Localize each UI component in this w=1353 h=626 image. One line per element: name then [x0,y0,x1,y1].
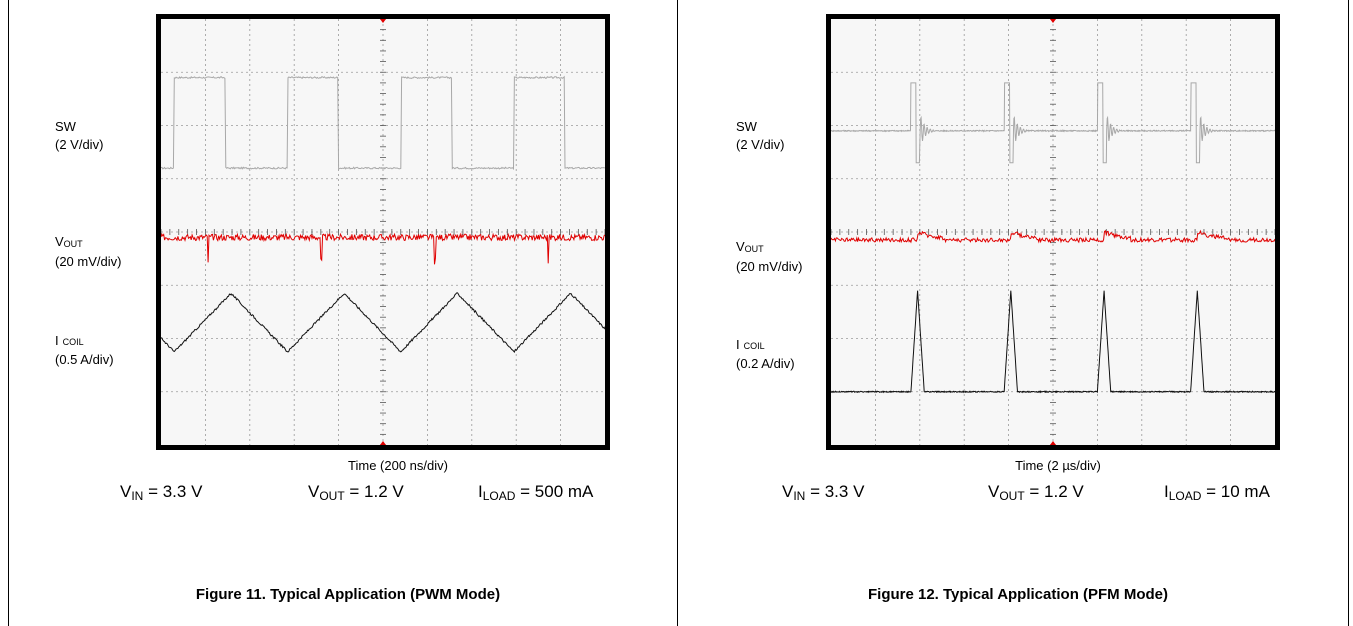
fig11-time-axis: Time (200 ns/div) [348,458,448,473]
panel-divider [677,0,678,626]
fig11-cond-vout: VOUT = 1.2 V [308,482,404,503]
figure-12-scope [826,14,1280,450]
figure-12-panel: SW (2 V/div) VOUT (20 mV/div) I COIL (0.2… [678,0,1348,626]
figure-12-title: Figure 12. Typical Application (PFM Mode… [867,586,1169,603]
fig12-cond-iload: ILOAD = 10 mA [1164,482,1270,503]
fig12-vout-label: VOUT (20 mV/div) [736,239,803,274]
figure-11-panel: SW (2 V/div) VOUT (20 mV/div) I COIL (0.5… [8,0,678,626]
trigger-marker-top [1050,19,1056,23]
fig12-time-axis: Time (2 µs/div) [1015,458,1101,473]
fig11-icoil-label: I COIL (0.5 A/div) [55,333,114,367]
fig11-cond-iload: ILOAD = 500 mA [478,482,594,503]
fig12-cond-vin: VIN = 3.3 V [782,482,865,503]
trace-sw [161,75,605,171]
trigger-marker-bottom [1050,441,1056,445]
figure-11-scope [156,14,610,450]
trace-icoil [831,290,1275,394]
page-frame [8,0,1349,626]
fig12-sw-label: SW (2 V/div) [736,119,785,152]
trace-vout [161,232,605,265]
fig11-cond-vin: VIN = 3.3 V [120,482,203,503]
fig12-cond-vout: VOUT = 1.2 V [988,482,1084,503]
figure-12-plot [831,19,1275,445]
fig12-icoil-label: I COIL (0.2 A/div) [736,337,795,371]
trigger-marker-bottom [380,441,386,445]
figure-11-plot [161,19,605,445]
trace-sw [831,82,1275,164]
fig11-vout-label: VOUT (20 mV/div) [55,234,122,269]
figure-11-title: Figure 11. Typical Application (PWM Mode… [195,586,501,603]
fig11-sw-label: SW (2 V/div) [55,119,104,152]
grid [161,19,605,445]
trace-icoil [161,292,605,353]
trace-vout [831,229,1275,244]
trigger-marker-top [380,19,386,23]
grid [831,19,1275,445]
